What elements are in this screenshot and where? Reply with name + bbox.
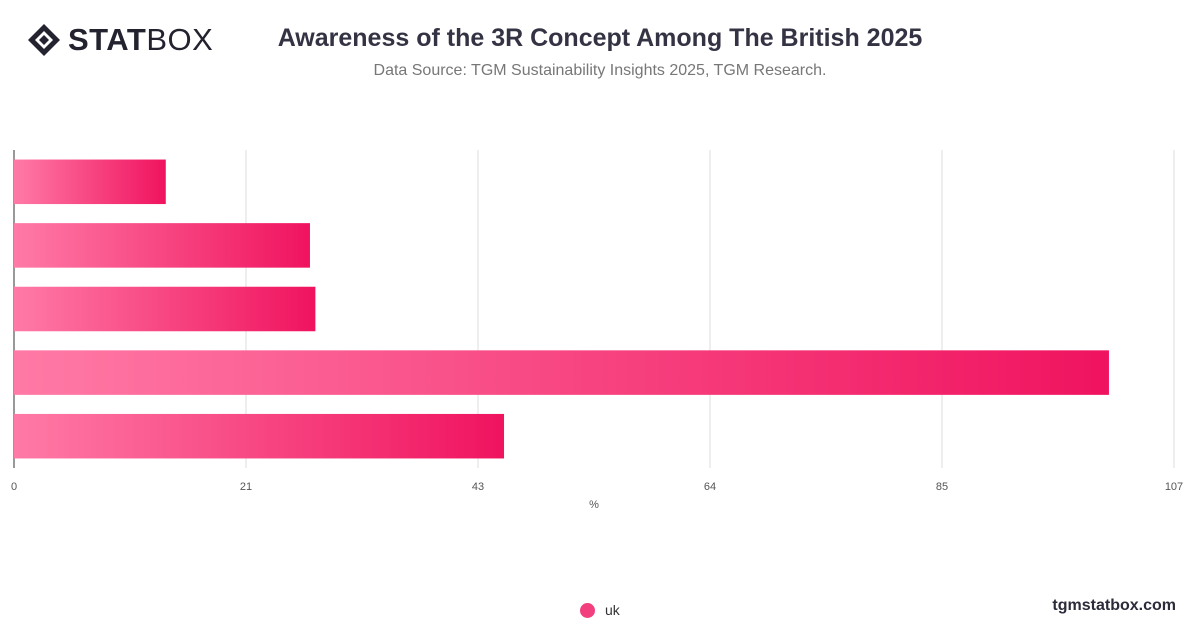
legend-marker: [580, 602, 595, 618]
statbox-logo: STATBOX: [26, 22, 213, 58]
bar-2[interactable]: [14, 223, 310, 268]
x-axis-title: %: [589, 499, 599, 511]
x-tick-label: 85: [936, 481, 948, 493]
x-tick-label: 21: [240, 481, 252, 493]
footer-website: tgmstatbox.com: [1052, 597, 1176, 614]
x-tick-label: 64: [704, 481, 716, 493]
x-tick-labels: 0 21 43 64 85 107: [11, 481, 1183, 493]
legend-label: uk: [605, 602, 620, 618]
x-tick-label: 0: [11, 481, 17, 493]
bar-3[interactable]: [14, 286, 316, 332]
logo-text: STATBOX: [68, 22, 214, 57]
x-tick-label: 107: [1165, 481, 1183, 493]
bar-1[interactable]: [14, 159, 166, 205]
bars: [14, 159, 1109, 459]
x-tick-label: 43: [472, 481, 484, 493]
diamond-logo-icon: [28, 24, 60, 56]
bar-5[interactable]: [14, 413, 505, 459]
chart-title: Awareness of the 3R Concept Among The Br…: [277, 24, 923, 52]
bar-4[interactable]: [14, 350, 1109, 395]
chart-subtitle: Data Source: TGM Sustainability Insights…: [373, 62, 827, 79]
legend[interactable]: uk: [580, 602, 620, 618]
